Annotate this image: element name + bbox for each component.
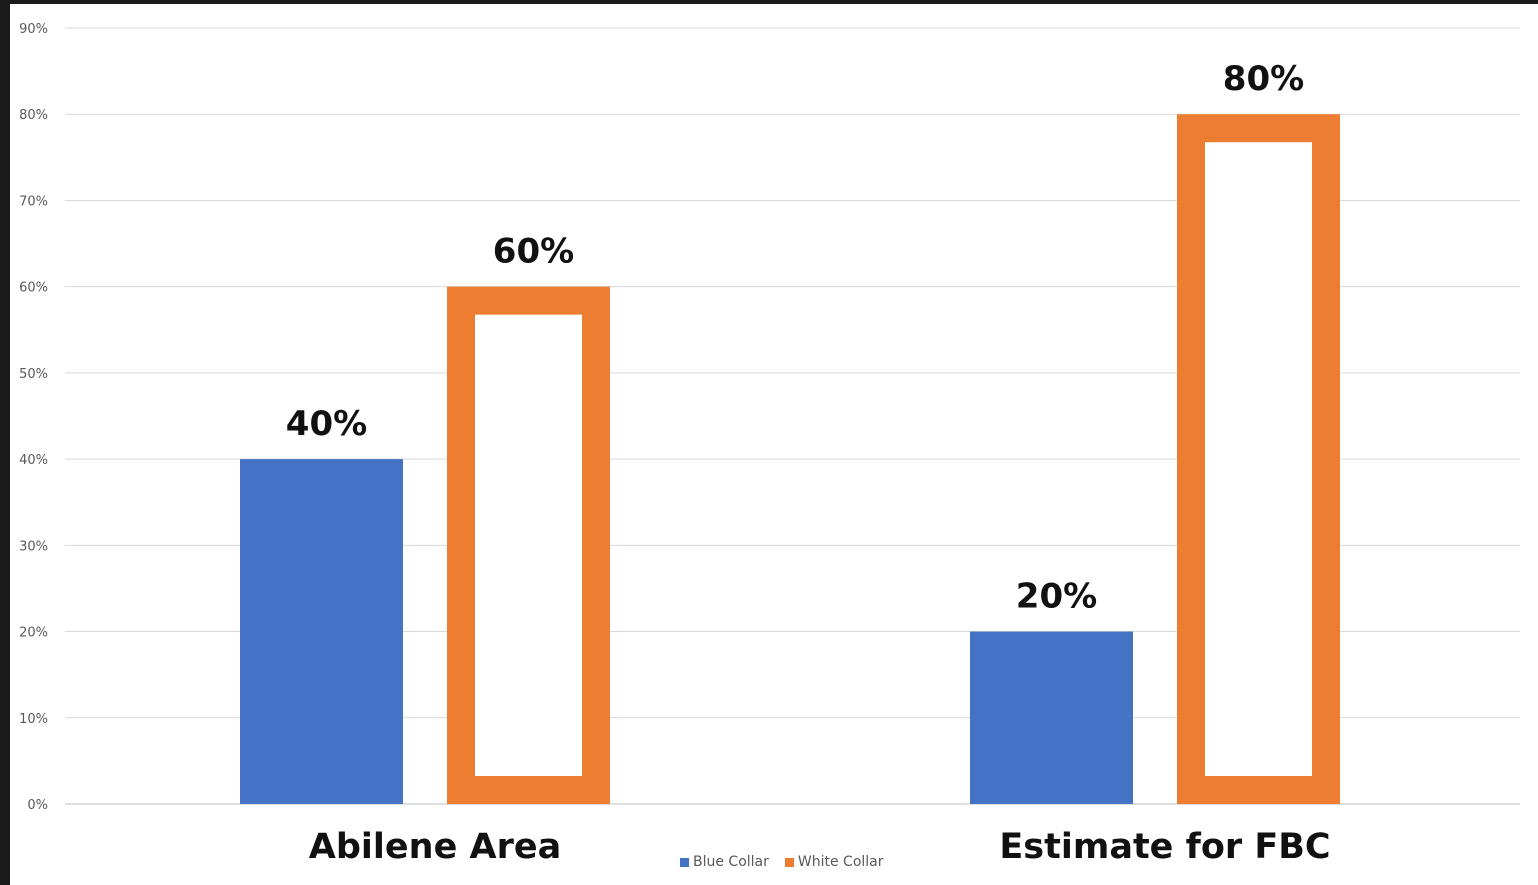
y-tick-label: 40% — [19, 453, 48, 468]
bar-chart: 0% 10% 20% 30% 40% 50% 60% 70% 80% 90% 40% 60% Abile… — [19, 22, 1520, 867]
data-label: 20% — [1016, 577, 1097, 617]
data-label: 40% — [286, 404, 367, 444]
legend-swatch-white-collar — [784, 857, 794, 867]
legend-item-blue-collar: Blue Collar — [680, 854, 769, 870]
legend-label-white-collar: White Collar — [797, 854, 884, 870]
y-tick-label: 50% — [19, 367, 48, 382]
legend-item-white-collar: White Collar — [784, 854, 884, 870]
y-tick-label: 80% — [19, 108, 48, 123]
bar-white-collar — [1177, 114, 1340, 804]
bar-white-collar — [447, 286, 610, 804]
category-label: Abilene Area — [309, 827, 561, 867]
chart-frame: 0% 10% 20% 30% 40% 50% 60% 70% 80% 90% 40% 60% Abile… — [10, 4, 1538, 885]
data-label: 80% — [1223, 59, 1304, 99]
y-tick-label: 70% — [19, 194, 48, 209]
bar-blue-collar — [970, 631, 1133, 804]
y-tick-label: 30% — [19, 539, 48, 554]
bar-blue-collar — [240, 459, 403, 804]
y-tick-label: 90% — [19, 22, 48, 37]
legend-swatch-blue-collar — [680, 857, 689, 867]
legend-label-blue-collar: Blue Collar — [693, 854, 769, 870]
legend: Blue Collar White Collar — [680, 854, 884, 870]
y-tick-label: 10% — [19, 712, 48, 727]
data-label: 60% — [493, 232, 574, 272]
y-tick-label: 20% — [19, 626, 48, 641]
y-tick-label: 60% — [19, 281, 48, 296]
y-tick-label: 0% — [27, 798, 48, 813]
category-label: Estimate for FBC — [999, 827, 1330, 867]
